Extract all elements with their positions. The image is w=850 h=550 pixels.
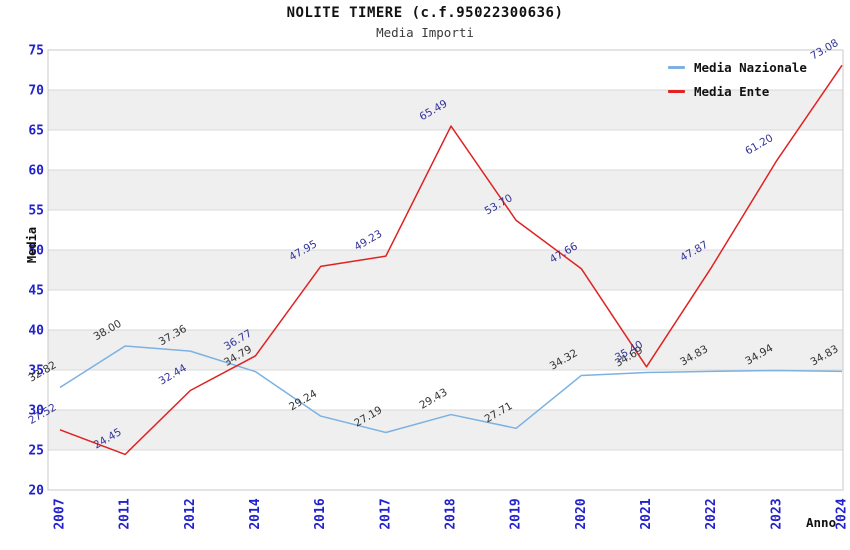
- x-tick-label: 2022: [704, 498, 719, 529]
- y-tick-label: 75: [28, 44, 44, 59]
- y-tick-label: 20: [28, 484, 44, 499]
- chart-title: NOLITE TIMERE (c.f.95022300636): [286, 5, 564, 21]
- x-tick-label: 2021: [639, 498, 654, 529]
- x-tick-label: 2011: [118, 498, 133, 529]
- chart-subtitle: Media Importi: [376, 25, 474, 40]
- x-tick-label: 2023: [769, 498, 784, 529]
- y-tick-label: 50: [28, 244, 44, 259]
- legend-label: Media Ente: [694, 84, 770, 99]
- x-tick-label: 2012: [183, 498, 198, 529]
- x-tick-label: 2018: [444, 498, 459, 529]
- y-tick-label: 70: [28, 84, 44, 99]
- x-tick-label: 2019: [509, 498, 524, 529]
- x-tick-label: 2014: [248, 498, 263, 529]
- x-tick-label: 2016: [313, 498, 328, 529]
- x-tick-label: 2017: [378, 498, 393, 529]
- data-label: 49.23: [352, 228, 384, 253]
- y-axis-title: Media: [25, 226, 39, 264]
- x-tick-label: 2020: [574, 498, 589, 529]
- plot-band: [48, 250, 843, 290]
- legend-item-media-ente: Media Ente: [668, 84, 807, 99]
- data-label: 29.24: [287, 388, 319, 414]
- x-axis-title: Anno: [806, 515, 837, 530]
- legend-label: Media Nazionale: [694, 60, 807, 75]
- legend-swatch-media-nazionale: [668, 66, 685, 69]
- series-line-media-ente: [59, 64, 843, 456]
- legend-item-media-nazionale: Media Nazionale: [668, 60, 807, 75]
- x-tick-label: 2007: [53, 498, 68, 529]
- data-label: 29.43: [417, 386, 449, 411]
- x-tick-label: 2024: [835, 498, 850, 529]
- plot-band: [48, 170, 843, 210]
- y-tick-label: 30: [28, 404, 44, 419]
- y-tick-label: 55: [28, 204, 44, 219]
- plot-band: [48, 90, 843, 130]
- y-tick-label: 40: [28, 324, 44, 339]
- y-tick-label: 60: [28, 164, 44, 179]
- y-tick-label: 65: [28, 124, 44, 139]
- y-tick-label: 35: [28, 364, 44, 379]
- data-label: 73.08: [808, 37, 840, 62]
- chart-legend: Media Nazionale Media Ente: [668, 60, 807, 99]
- legend-swatch-media-ente: [668, 90, 685, 93]
- data-label: 61.20: [743, 132, 775, 157]
- series-line-media-nazionale: [59, 345, 843, 434]
- plot-border: [47, 49, 844, 491]
- y-tick-label: 45: [28, 284, 44, 299]
- y-tick-label: 25: [28, 444, 44, 459]
